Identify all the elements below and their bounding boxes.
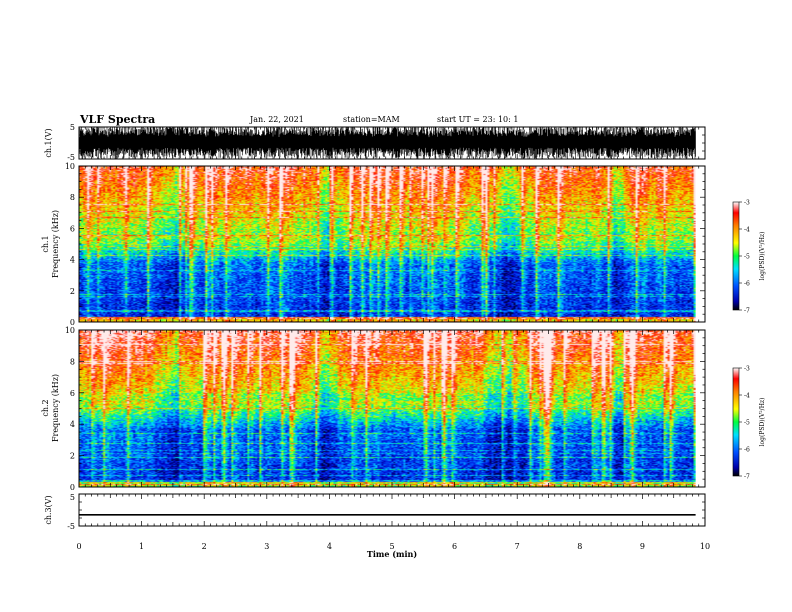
freq-tick-label: 6 xyxy=(70,389,75,398)
ch1-waveform-trace xyxy=(79,127,696,159)
ch2-spectrogram-panel: 0 2 4 6 8 10 ch.2 Frequency (kHz) -3 -4 -5 -6 -7 … xyxy=(41,326,766,492)
ch1-ytick-top: 5 xyxy=(70,123,75,132)
ch1-colorbar: -3 -4 -5 -6 -7 log(PSD)(V²/Hz) xyxy=(732,200,766,315)
time-tick-label: 6 xyxy=(452,542,457,551)
colorbar-tick-label: -5 xyxy=(744,254,750,261)
ch1-colorbar-label: log(PSD)(V²/Hz) xyxy=(759,232,766,281)
colorbar-tick-label: -3 xyxy=(744,366,750,373)
time-tick-label: 0 xyxy=(76,542,81,551)
ch2-frequency-ticks: 0 2 4 6 8 10 xyxy=(65,326,705,492)
time-tick-label: 4 xyxy=(327,542,332,551)
time-tick-label: 9 xyxy=(640,542,645,551)
colorbar-tick-label: -5 xyxy=(744,420,750,427)
freq-tick-label: 8 xyxy=(70,357,75,366)
station-label: station=MAM xyxy=(343,115,400,124)
freq-tick-label: 6 xyxy=(70,224,75,233)
ch1-waveform-panel: 5 -5 ch.1(V) xyxy=(44,123,706,162)
freq-tick-label: 2 xyxy=(70,287,75,296)
time-tick-label: 2 xyxy=(202,542,207,551)
colorbar-tick-label: -6 xyxy=(744,281,750,288)
time-axis-labels: 0 1 2 3 4 5 6 7 8 9 10 xyxy=(76,542,710,551)
ch1-waveform-ylabel: ch.1(V) xyxy=(44,128,53,157)
ch1-colorbar-scale xyxy=(732,201,740,311)
ch1-ytick-bottom: -5 xyxy=(67,153,75,162)
ch1-spectrogram-panel: 0 2 4 6 8 10 ch.1 Frequency (kHz) -3 -4 -5 -6 -7 … xyxy=(41,162,766,327)
freq-tick-label: 4 xyxy=(70,256,75,265)
colorbar-tick-label: -7 xyxy=(744,474,750,481)
ch1-spectrogram-image xyxy=(79,166,696,322)
time-tick-label: 7 xyxy=(515,542,520,551)
ch1-frequency-ticks: 0 2 4 6 8 10 xyxy=(65,162,705,327)
time-tick-label: 10 xyxy=(700,542,710,551)
freq-tick-label: 2 xyxy=(70,452,75,461)
ch2-spectrogram-image xyxy=(79,330,696,487)
ch3-ytick-top: 5 xyxy=(70,493,75,502)
freq-tick-label: 10 xyxy=(65,162,75,171)
ch3-waveform-panel: 5 -5 ch.3(V) xyxy=(44,493,706,531)
ch2-colorbar-scale xyxy=(732,367,740,477)
time-tick-label: 8 xyxy=(577,542,582,551)
time-tick-label: 5 xyxy=(389,542,394,551)
ch3-ytick-bottom: -5 xyxy=(67,522,75,531)
time-tick-label: 3 xyxy=(264,542,269,551)
freq-tick-label: 0 xyxy=(70,318,75,327)
date-label: Jan. 22, 2021 xyxy=(249,115,304,124)
colorbar-tick-label: -4 xyxy=(744,227,750,234)
ch1-spectrogram-ylabel: Frequency (kHz) xyxy=(51,210,60,278)
ch2-colorbar-ticks: -3 -4 -5 -6 -7 xyxy=(739,366,750,481)
ch2-colorbar: -3 -4 -5 -6 -7 log(PSD)(V²/Hz) xyxy=(732,366,766,481)
figure-title: VLF Spectra xyxy=(79,113,155,126)
ch1-waveform-line xyxy=(79,127,696,159)
ch1-colorbar-ticks: -3 -4 -5 -6 -7 xyxy=(739,200,750,315)
colorbar-tick-label: -6 xyxy=(744,447,750,454)
freq-tick-label: 0 xyxy=(70,483,75,492)
time-tick-label: 1 xyxy=(139,542,144,551)
colorbar-tick-label: -3 xyxy=(744,200,750,207)
colorbar-tick-label: -4 xyxy=(744,393,750,400)
ch3-waveform-ylabel: ch.3(V) xyxy=(44,495,53,524)
ch2-spectrogram-ylabel: Frequency (kHz) xyxy=(51,374,60,442)
freq-tick-label: 10 xyxy=(65,326,75,335)
colorbar-tick-label: -7 xyxy=(744,308,750,315)
freq-tick-label: 8 xyxy=(70,193,75,202)
freq-tick-label: 4 xyxy=(70,420,75,429)
time-axis-ticks xyxy=(78,126,706,527)
ch2-colorbar-label: log(PSD)(V²/Hz) xyxy=(759,398,766,447)
start-time-label: start UT = 23: 10: 1 xyxy=(437,115,518,124)
time-axis-label: Time (min) xyxy=(367,549,417,559)
ch2-spectrogram-ylabel-channel: ch.2 xyxy=(41,399,50,416)
ch1-spectrogram-ylabel-channel: ch.1 xyxy=(41,235,50,252)
